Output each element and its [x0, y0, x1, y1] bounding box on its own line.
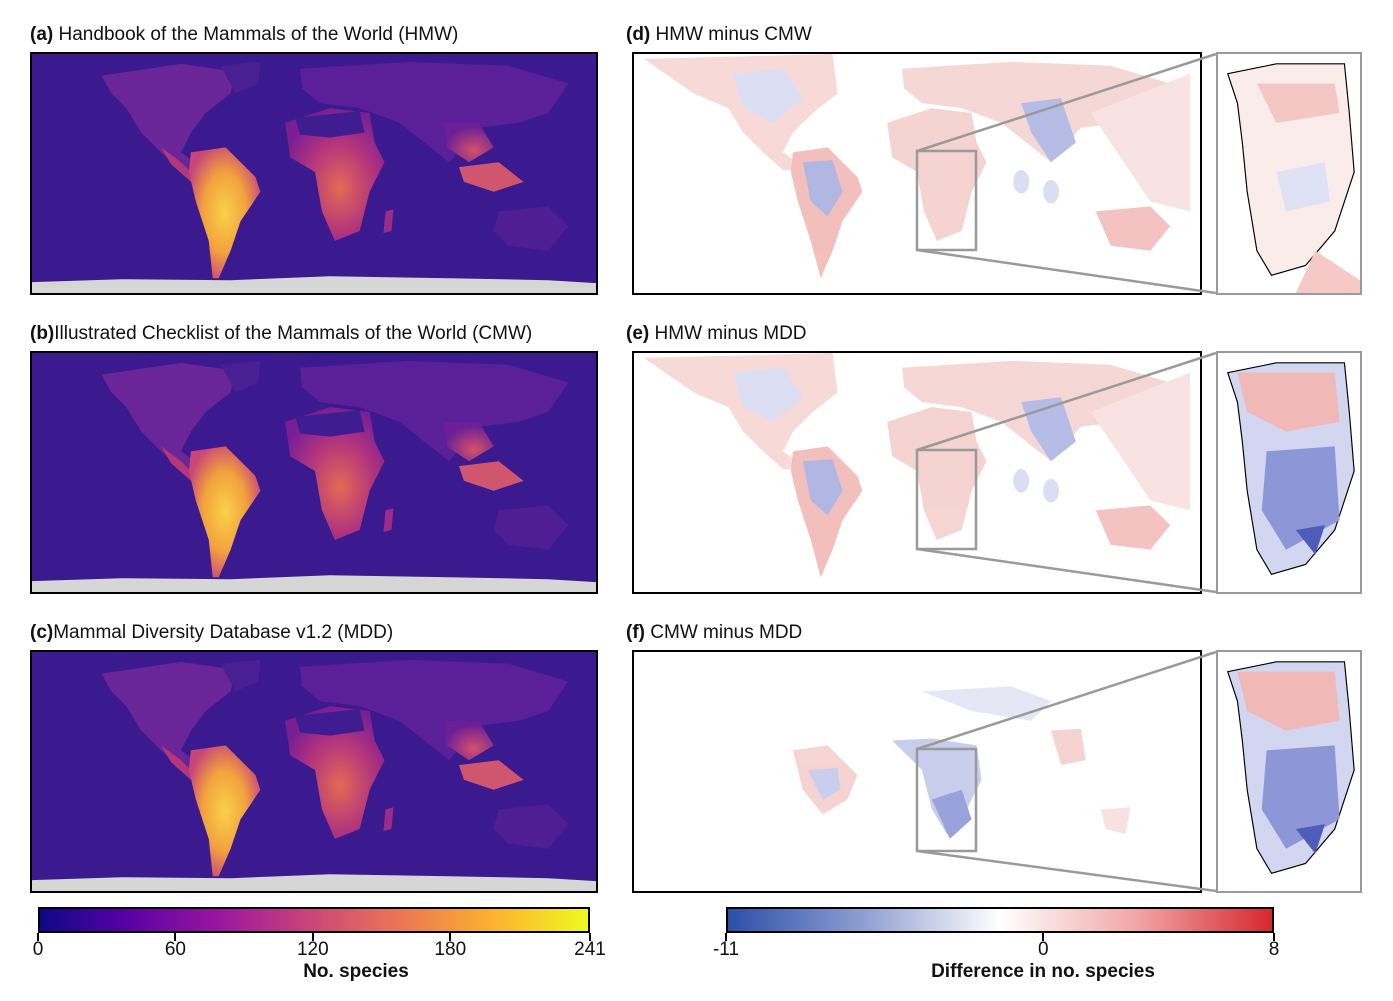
- difference-map-svg: [634, 353, 1200, 592]
- species-tick: [37, 933, 39, 941]
- difference-tick: [725, 933, 727, 941]
- difference-tick: [1042, 933, 1045, 941]
- map-mdd-richness: [30, 650, 598, 893]
- map-hmw-richness: [30, 52, 598, 295]
- difference-tick-label: 8: [1268, 939, 1280, 960]
- panel-f-title: (f) CMW minus MDD: [626, 622, 802, 644]
- colorbar-difference: [726, 907, 1274, 933]
- panel-b-letter: (b): [30, 323, 55, 344]
- panel-b-text: Illustrated Checklist of the Mammals of …: [54, 323, 533, 344]
- panel-e-title: (e) HMW minus MDD: [626, 323, 807, 345]
- species-tick-label: 241: [574, 939, 606, 960]
- species-tick: [449, 933, 452, 941]
- panel-a-text: Handbook of the Mammals of the World (HM…: [58, 24, 459, 45]
- species-tick-label: 60: [164, 939, 186, 960]
- richness-map-svg: [32, 54, 596, 293]
- panel-d-letter: (d): [626, 24, 651, 45]
- inset-southern-africa-f: [1216, 650, 1362, 893]
- panel-e-text: HMW minus MDD: [654, 323, 807, 344]
- map-cmw-richness: [30, 351, 598, 594]
- inset-southern-africa-d: [1216, 52, 1362, 295]
- panel-c-title: (c)Mammal Diversity Database v1.2 (MDD): [30, 622, 393, 644]
- panel-f-text: CMW minus MDD: [650, 622, 803, 643]
- panel-c-text: Mammal Diversity Database v1.2 (MDD): [53, 622, 394, 643]
- inset-map-svg: [1218, 652, 1360, 891]
- panel-d-title: (d) HMW minus CMW: [626, 24, 812, 46]
- richness-map-svg: [32, 652, 596, 891]
- species-tick-label: 180: [434, 939, 467, 960]
- colorbar-species: [38, 907, 590, 933]
- map-cmw-minus-mdd: [632, 650, 1202, 893]
- map-hmw-minus-cmw: [632, 52, 1202, 295]
- species-tick: [589, 933, 591, 941]
- species-tick: [174, 933, 177, 941]
- difference-tick-label: 0: [1037, 939, 1049, 960]
- inset-map-svg: [1218, 353, 1360, 592]
- species-tick-label: 0: [32, 939, 44, 960]
- difference-map-svg: [634, 652, 1200, 891]
- panel-f-letter: (f): [626, 622, 645, 643]
- richness-map-svg: [32, 353, 596, 592]
- panel-b-title: (b)Illustrated Checklist of the Mammals …: [30, 323, 532, 345]
- map-hmw-minus-mdd: [632, 351, 1202, 594]
- colorbar-species-label: No. species: [303, 961, 409, 982]
- colorbar-difference-label: Difference in no. species: [931, 961, 1155, 982]
- difference-map-svg: [634, 54, 1200, 293]
- species-tick: [311, 933, 314, 941]
- panel-d-text: HMW minus CMW: [655, 24, 812, 45]
- panel-e-letter: (e): [626, 323, 650, 344]
- inset-southern-africa-e: [1216, 351, 1362, 594]
- panel-c-letter: (c): [30, 622, 54, 643]
- panel-a-title: (a) Handbook of the Mammals of the World…: [30, 24, 458, 46]
- inset-map-svg: [1218, 54, 1360, 293]
- species-tick-label: 120: [296, 939, 329, 960]
- panel-a-letter: (a): [30, 24, 54, 45]
- difference-tick-label: -11: [712, 939, 740, 960]
- difference-tick: [1273, 933, 1275, 941]
